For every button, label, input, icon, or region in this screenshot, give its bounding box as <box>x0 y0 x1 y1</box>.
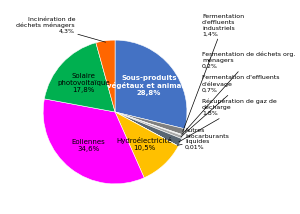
Wedge shape <box>115 40 187 129</box>
Wedge shape <box>115 112 183 136</box>
Text: Fermentation d'effluents
d'élevage
0,7%: Fermentation d'effluents d'élevage 0,7% <box>181 75 279 137</box>
Wedge shape <box>43 99 144 184</box>
Text: Solaire
photovoltaïque
17,8%: Solaire photovoltaïque 17,8% <box>57 73 110 93</box>
Text: Eoliennes
34,6%: Eoliennes 34,6% <box>71 139 105 152</box>
Wedge shape <box>115 112 178 146</box>
Text: Sous-produits
végétaux et animaux
28,8%: Sous-produits végétaux et animaux 28,8% <box>107 75 191 96</box>
Text: Récupération de gaz de
décharge
1,8%: Récupération de gaz de décharge 1,8% <box>179 98 277 142</box>
Wedge shape <box>115 112 182 146</box>
Text: Fermentation
d'effluents
industriels
1,4%: Fermentation d'effluents industriels 1,4… <box>183 14 244 132</box>
Wedge shape <box>115 112 178 178</box>
Text: Incinération de
déchets ménagers
4,3%: Incinération de déchets ménagers 4,3% <box>16 16 106 42</box>
Text: Hydroélectricité
10,5%: Hydroélectricité 10,5% <box>116 137 172 151</box>
Wedge shape <box>115 112 183 139</box>
Wedge shape <box>96 40 115 112</box>
Wedge shape <box>44 43 115 112</box>
Wedge shape <box>115 112 185 135</box>
Text: Fermentation de déchets org.
ménagers
0,2%: Fermentation de déchets org. ménagers 0,… <box>182 51 295 135</box>
Text: Autres
biocarburants
liquides
0,01%: Autres biocarburants liquides 0,01% <box>177 128 229 150</box>
